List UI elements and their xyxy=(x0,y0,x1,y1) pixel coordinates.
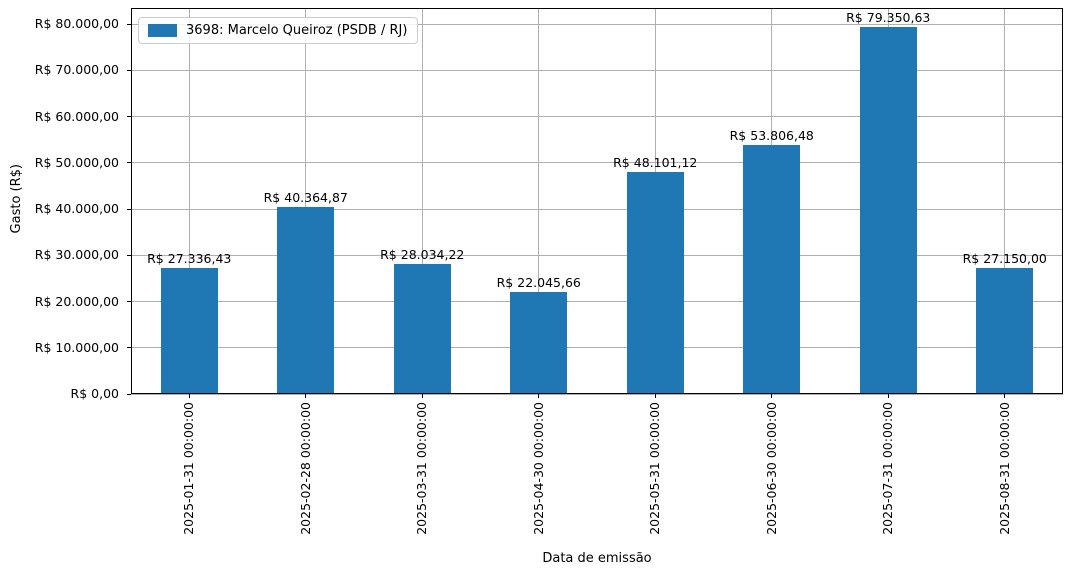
x-tick-label: 2025-08-31 00:00:00 xyxy=(996,402,1012,535)
y-axis-label: Gasto (R$) xyxy=(9,164,24,234)
y-tick-label: R$ 30.000,00 xyxy=(34,247,119,263)
x-tick-label: 2025-02-28 00:00:00 xyxy=(297,402,313,535)
x-tick-label: 2025-06-30 00:00:00 xyxy=(763,402,779,535)
x-axis-tick xyxy=(654,394,656,398)
bar xyxy=(393,264,451,394)
gridline-v xyxy=(305,8,307,394)
y-axis-tick xyxy=(127,69,131,71)
legend-swatch-icon xyxy=(148,24,177,37)
bar xyxy=(859,27,917,394)
y-axis-tick xyxy=(127,393,131,395)
bar-value-label: R$ 48.101,12 xyxy=(613,154,698,170)
x-tick-label: 2025-07-31 00:00:00 xyxy=(880,402,896,535)
bar xyxy=(626,171,684,394)
bar xyxy=(277,207,335,394)
y-tick-label: R$ 20.000,00 xyxy=(34,293,119,309)
gridline-v xyxy=(421,8,423,394)
bar-value-label: R$ 27.336,43 xyxy=(147,250,232,266)
gridline-h xyxy=(131,254,1063,256)
bar xyxy=(743,145,801,394)
x-tick-label: 2025-03-31 00:00:00 xyxy=(414,402,430,535)
gridline-v xyxy=(188,8,190,394)
bar-value-label: R$ 40.364,87 xyxy=(263,190,348,206)
bar xyxy=(976,268,1034,394)
x-axis-tick xyxy=(1004,394,1006,398)
x-tick-label: 2025-01-31 00:00:00 xyxy=(181,402,197,535)
x-axis-tick xyxy=(771,394,773,398)
gridline-h xyxy=(131,393,1063,395)
x-axis-tick xyxy=(188,394,190,398)
x-axis-tick xyxy=(305,394,307,398)
x-tick-label: 2025-05-31 00:00:00 xyxy=(647,402,663,535)
y-tick-label: R$ 80.000,00 xyxy=(34,16,119,31)
gridline-h xyxy=(131,116,1063,117)
x-axis-tick xyxy=(421,394,423,398)
y-axis-tick xyxy=(127,347,131,349)
legend: 3698: Marcelo Queiroz (PSDB / RJ) xyxy=(138,17,419,44)
y-tick-label: R$ 10.000,00 xyxy=(34,339,119,355)
gridline-h xyxy=(131,23,1063,25)
y-axis-tick xyxy=(127,301,131,302)
x-tick-label: 2025-04-30 00:00:00 xyxy=(530,402,546,535)
bar-value-label: R$ 53.806,48 xyxy=(729,128,814,144)
y-tick-label: R$ 70.000,00 xyxy=(34,62,119,78)
y-tick-label: R$ 0,00 xyxy=(70,386,119,401)
y-axis-tick xyxy=(127,162,131,164)
bar-value-label: R$ 22.045,66 xyxy=(496,275,581,291)
y-axis-tick xyxy=(127,254,131,256)
x-axis-label: Data de emissão xyxy=(542,551,652,566)
y-tick-label: R$ 50.000,00 xyxy=(34,154,119,170)
bar xyxy=(510,292,568,394)
gridline-v xyxy=(1004,8,1006,394)
x-axis-tick xyxy=(887,394,889,398)
y-axis-tick xyxy=(127,23,131,25)
bar xyxy=(160,267,218,394)
gridline-h xyxy=(131,162,1063,164)
bar-value-label: R$ 79.350,63 xyxy=(846,10,931,25)
bar-value-label: R$ 28.034,22 xyxy=(380,247,465,263)
y-tick-label: R$ 40.000,00 xyxy=(34,201,119,216)
plot-area xyxy=(131,8,1063,394)
gridline-h xyxy=(131,69,1063,71)
x-axis-tick xyxy=(538,394,540,398)
bar-value-label: R$ 27.150,00 xyxy=(962,251,1047,267)
gridline-h xyxy=(131,301,1063,302)
y-tick-label: R$ 60.000,00 xyxy=(34,108,119,124)
gridline-v xyxy=(538,8,540,394)
gridline-h xyxy=(131,347,1063,349)
y-axis-tick xyxy=(127,208,131,210)
y-axis-tick xyxy=(127,116,131,117)
legend-label: 3698: Marcelo Queiroz (PSDB / RJ) xyxy=(186,23,408,38)
gridline-h xyxy=(131,208,1063,210)
